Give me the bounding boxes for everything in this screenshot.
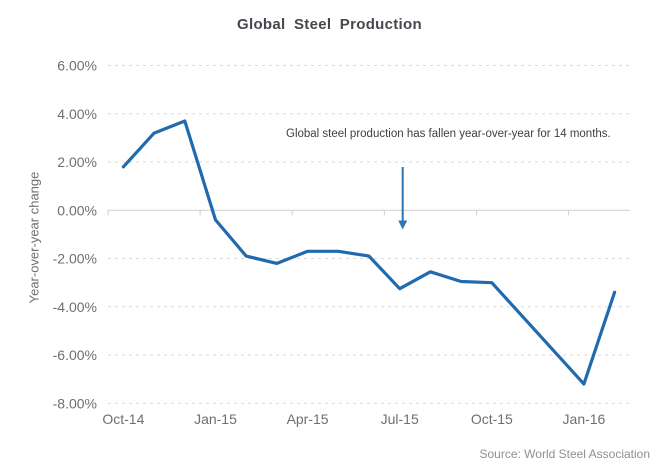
y-tick-label: -6.00% [53,347,97,363]
gridlines [107,65,630,404]
x-tick-label: Jul-15 [381,411,419,427]
y-tick-label: 2.00% [57,154,97,170]
data-line [121,119,617,386]
y-tick-label: -4.00% [53,299,97,315]
x-axis-tick-labels: Oct-14 Jan-15 Apr-15 Jul-15 Oct-15 Jan-16 [102,411,605,427]
x-tick-label: Oct-14 [102,411,144,427]
y-tick-label: 4.00% [57,106,97,122]
source-credit: Source: World Steel Association [479,447,650,461]
x-tick-label: Jan-15 [194,411,237,427]
y-tick-label: -2.00% [53,251,97,267]
annotation-text: Global steel production has fallen year-… [286,128,611,140]
y-tick-label: 6.00% [57,58,97,74]
chart-title: Global Steel Production [237,16,422,33]
y-axis-tick-labels: 6.00% 4.00% 2.00% 0.00% -2.00% -4.00% -6.00% -8… [53,58,97,412]
down-arrow-icon [398,167,408,230]
y-tick-label: 0.00% [57,202,97,218]
x-tick-label: Apr-15 [287,411,329,427]
x-tick-label: Oct-15 [471,411,513,427]
x-tick-label: Jan-16 [563,411,606,427]
y-tick-label: -8.00% [53,395,97,411]
